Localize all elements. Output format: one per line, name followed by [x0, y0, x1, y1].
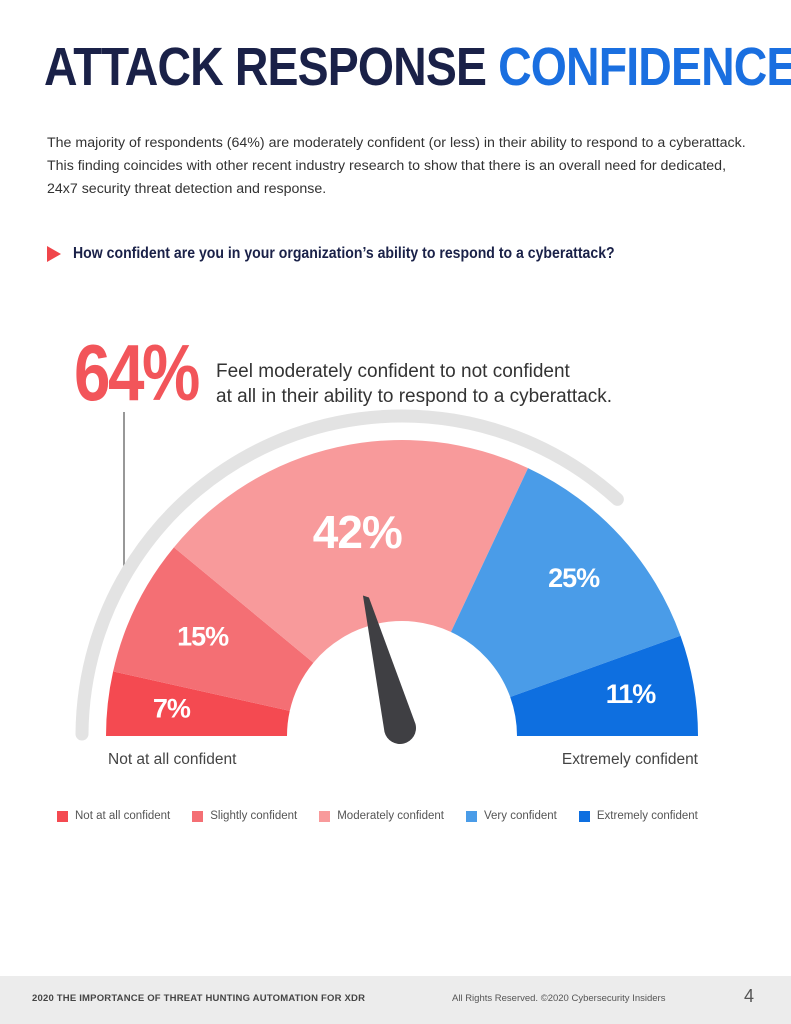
- gauge-slice-not-at-all: [106, 671, 290, 736]
- footer-report-title: 2020 THE IMPORTANCE OF THREAT HUNTING AU…: [32, 993, 366, 1004]
- chart-legend: Not at all confident Slightly confident Mo…: [57, 810, 720, 822]
- slice-label-moderately: 42%: [313, 506, 402, 558]
- title-accent: CONFIDENCE: [498, 37, 791, 97]
- end-label-right: Extremely confident: [562, 751, 699, 768]
- highlight-line-1: Feel moderately confident to not confide…: [216, 361, 570, 382]
- confidence-gauge-chart: 7% 15% 42% 25% 11% Not at all confident Extr…: [75, 409, 699, 768]
- legend-swatch: [192, 810, 204, 822]
- legend-label: Extremely confident: [596, 810, 698, 822]
- gauge-slice-slightly: [113, 547, 314, 711]
- legend-label: Not at all confident: [75, 810, 171, 822]
- legend-swatch: [319, 810, 331, 822]
- slice-label-extremely: 11%: [606, 679, 657, 709]
- legend-item-moderately: Moderately confident: [319, 810, 444, 822]
- legend-label: Very confident: [483, 810, 557, 822]
- page-title: ATTACK RESPONSE CONFIDENCE: [44, 36, 791, 98]
- legend-swatch: [465, 810, 477, 822]
- slice-label-slightly: 15%: [177, 621, 229, 651]
- legend-item-slightly: Slightly confident: [192, 810, 297, 822]
- legend-item-very: Very confident: [465, 810, 557, 822]
- footer-copyright: All Rights Reserved. ©2020 Cybersecurity…: [452, 993, 666, 1004]
- legend-swatch: [578, 810, 590, 822]
- legend-label: Slightly confident: [210, 810, 298, 822]
- page-footer: 2020 THE IMPORTANCE OF THREAT HUNTING AU…: [0, 976, 791, 1024]
- title-main: ATTACK RESPONSE: [44, 37, 499, 97]
- highlight-callout: Feel moderately confident to not confide…: [216, 359, 612, 409]
- gauge-slice-extremely: [510, 635, 698, 736]
- gauge-needle: [362, 595, 416, 745]
- slice-label-very: 25%: [548, 563, 600, 593]
- slice-label-not-at-all: 7%: [153, 694, 191, 724]
- page-number: 4: [744, 986, 755, 1006]
- outer-track-arc: [75, 409, 624, 741]
- legend-item-extremely: Extremely confident: [578, 810, 698, 822]
- legend-swatch: [57, 810, 68, 822]
- intro-paragraph: The majority of respondents (64%) are mo…: [47, 135, 746, 197]
- survey-question: How confident are you in your organizati…: [47, 245, 689, 263]
- gauge-slice-very: [450, 468, 681, 698]
- legend-label: Moderately confident: [337, 810, 444, 822]
- triangle-bullet-icon: [47, 246, 61, 262]
- highlight-percent: 64%: [74, 328, 200, 417]
- end-label-left: Not at all confident: [108, 751, 237, 768]
- question-text: How confident are you in your organizati…: [73, 245, 615, 262]
- highlight-line-2: at all in their ability to respond to a …: [216, 386, 613, 407]
- legend-item-not-at-all: Not at all confident: [57, 810, 170, 822]
- gauge-slice-moderately: [173, 440, 529, 663]
